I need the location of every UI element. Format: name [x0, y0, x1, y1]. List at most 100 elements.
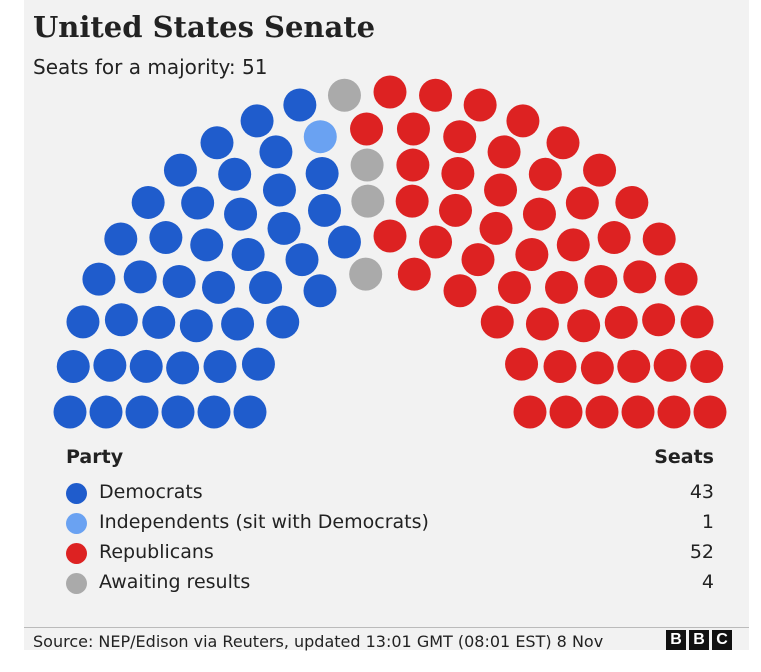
seat-democrats: [259, 135, 293, 169]
seat-republicans: [480, 305, 514, 339]
seat-republicans: [567, 309, 601, 343]
seat-democrats: [283, 88, 317, 122]
seat-republicans: [583, 153, 617, 187]
seat-democrats: [221, 307, 255, 341]
legend-seats-header: Seats: [654, 446, 714, 468]
seat-republicans: [615, 185, 649, 219]
legend-label: Awaiting results: [99, 571, 251, 593]
seat-republicans: [528, 157, 562, 191]
seat-democrats: [203, 349, 237, 383]
seat-democrats: [53, 395, 87, 429]
seat-republicans: [373, 75, 407, 109]
awaiting-swatch: [66, 573, 87, 594]
legend-seats-value: 52: [689, 541, 714, 563]
seat-democrats: [249, 271, 283, 305]
seat-republicans: [543, 349, 577, 383]
seat-republicans: [443, 120, 477, 154]
seat-republicans: [522, 197, 556, 231]
legend-party-header: Party: [66, 446, 124, 468]
seat-republicans: [441, 156, 475, 190]
logo-letter: C: [712, 630, 732, 650]
seat-republicans: [585, 395, 619, 429]
seat-democrats: [82, 262, 116, 296]
seat-awaiting-results: [327, 78, 361, 112]
seat-republicans: [556, 228, 590, 262]
chart-subtitle: Seats for a majority: 51: [33, 55, 268, 79]
seat-republicans: [350, 112, 384, 146]
seat-democrats: [125, 395, 159, 429]
seat-republicans: [690, 349, 724, 383]
seat-republicans: [525, 307, 559, 341]
seat-republicans: [396, 148, 430, 182]
seat-democrats: [89, 395, 123, 429]
legend-seats-value: 43: [689, 481, 714, 503]
seat-awaiting-results: [349, 257, 383, 291]
legend-label: Independents (sit with Democrats): [99, 511, 429, 533]
seat-democrats: [241, 347, 275, 381]
seat-republicans: [506, 104, 540, 138]
seat-republicans: [680, 305, 714, 339]
seat-republicans: [463, 88, 497, 122]
seat-democrats: [240, 104, 274, 138]
seat-democrats: [327, 225, 361, 259]
seat-republicans: [565, 186, 599, 220]
legend-label: Democrats: [99, 481, 203, 503]
seat-democrats: [200, 126, 234, 160]
seat-democrats: [231, 237, 265, 271]
seat-democrats: [93, 348, 127, 382]
logo-letter: B: [666, 630, 686, 650]
seat-democrats: [267, 211, 301, 245]
seat-republicans: [657, 395, 691, 429]
seat-democrats: [56, 349, 90, 383]
seat-republicans: [580, 351, 614, 385]
footer-divider: [24, 627, 749, 628]
seat-republicans: [642, 222, 676, 256]
chart-title: United States Senate: [33, 10, 376, 44]
seat-democrats: [201, 270, 235, 304]
republicans-swatch: [66, 543, 87, 564]
seat-democrats: [166, 351, 200, 385]
seat-republicans: [642, 303, 676, 337]
seat-independents-sit-with-democrats: [303, 120, 337, 154]
seat-republicans: [505, 347, 539, 381]
seat-republicans: [546, 126, 580, 160]
legend-row-democrats: Democrats 43: [66, 479, 714, 507]
seat-democrats: [307, 193, 341, 227]
source-note: Source: NEP/Edison via Reuters, updated …: [33, 632, 604, 651]
senate-hemicycle-chart: [53, 75, 727, 429]
seat-republicans: [693, 395, 727, 429]
seat-democrats: [233, 395, 267, 429]
seat-republicans: [597, 221, 631, 255]
seat-republicans: [461, 243, 495, 277]
seat-democrats: [262, 173, 296, 207]
legend-seats-value: 1: [701, 511, 714, 533]
seat-republicans: [396, 112, 430, 146]
seat-democrats: [190, 228, 224, 262]
seat-democrats: [197, 395, 231, 429]
seat-republicans: [653, 348, 687, 382]
seat-democrats: [162, 264, 196, 298]
seat-republicans: [623, 260, 657, 294]
seat-democrats: [66, 305, 100, 339]
legend-row-awaiting: Awaiting results 4: [66, 569, 714, 597]
legend-row-independents: Independents (sit with Democrats) 1: [66, 509, 714, 537]
seat-democrats: [179, 309, 213, 343]
seat-democrats: [104, 303, 138, 337]
democrats-swatch: [66, 483, 87, 504]
seat-republicans: [439, 193, 473, 227]
seat-republicans: [515, 237, 549, 271]
seat-democrats: [285, 243, 319, 277]
legend-label: Republicans: [99, 541, 214, 563]
seat-republicans: [395, 184, 429, 218]
seat-democrats: [181, 186, 215, 220]
seat-democrats: [129, 349, 163, 383]
legend-row-republicans: Republicans 52: [66, 539, 714, 567]
seat-democrats: [266, 305, 300, 339]
seat-democrats: [161, 395, 195, 429]
seat-democrats: [163, 153, 197, 187]
seat-democrats: [218, 157, 252, 191]
seat-republicans: [549, 395, 583, 429]
seat-republicans: [604, 305, 638, 339]
seat-democrats: [305, 156, 339, 190]
seat-republicans: [443, 274, 477, 308]
